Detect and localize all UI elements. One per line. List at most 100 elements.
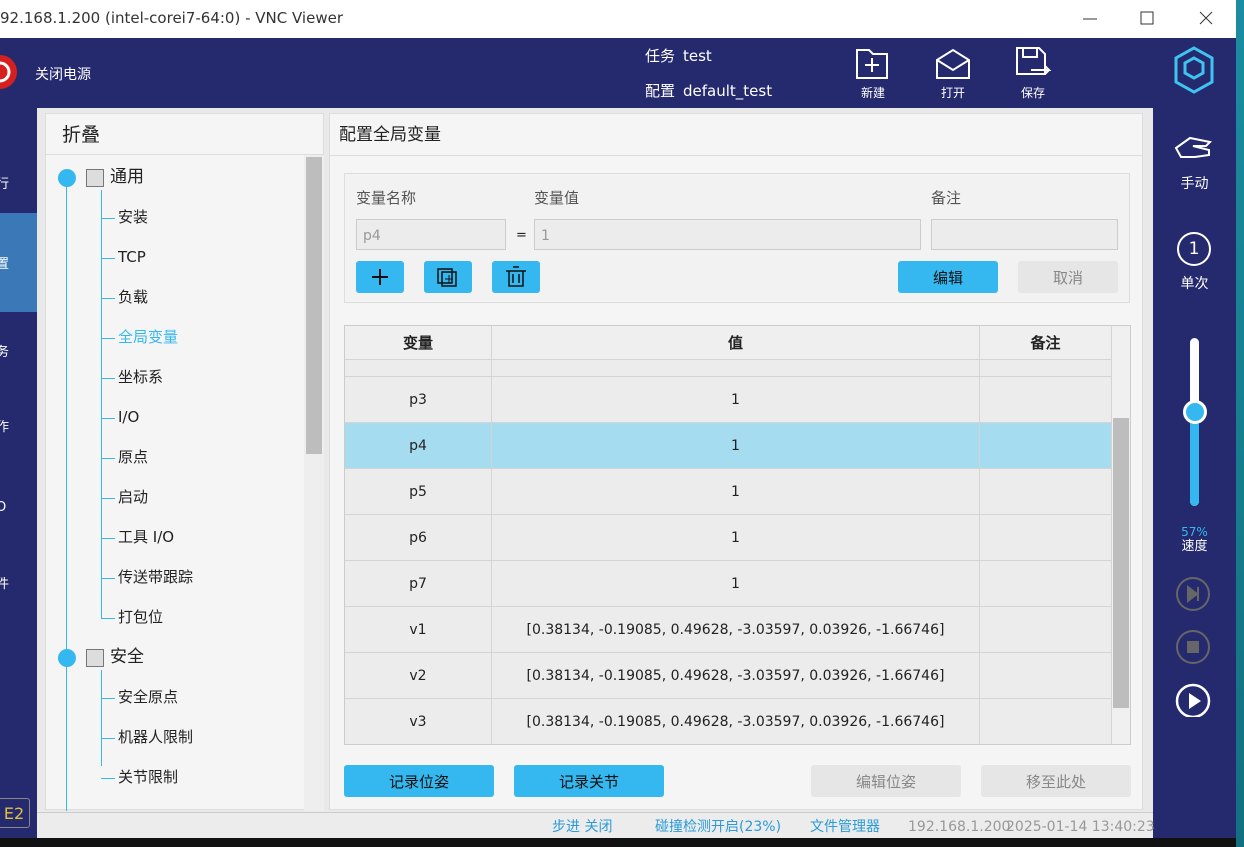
tree-item[interactable]: I/O	[118, 408, 140, 426]
tree-item[interactable]: 传送带跟踪	[118, 568, 194, 586]
tree-trunk	[66, 178, 67, 811]
tree-item[interactable]: 全局变量	[118, 328, 179, 346]
cell[interactable]: p3	[345, 377, 492, 423]
tree-item[interactable]: 关节限制	[118, 768, 179, 786]
config-value: default_test	[683, 82, 773, 100]
tree-header[interactable]: 折叠	[62, 124, 101, 146]
nav-badge: E2	[0, 798, 30, 828]
note-input[interactable]	[931, 219, 1118, 250]
cell[interactable]: p6	[345, 515, 492, 561]
cell[interactable]	[980, 423, 1112, 469]
mode-label[interactable]: 手动	[1180, 176, 1209, 192]
column-header: 变量	[345, 326, 492, 360]
tree-branch	[101, 458, 115, 459]
slider-knob[interactable]	[1183, 400, 1207, 424]
cell[interactable]: 1	[492, 423, 980, 469]
cell[interactable]	[980, 653, 1112, 699]
nav-item[interactable]: 务	[0, 345, 10, 360]
tree-item[interactable]: 机器人限制	[118, 728, 194, 746]
cell[interactable]: 1	[492, 515, 980, 561]
toolbar-button[interactable]: 保存	[1020, 86, 1045, 100]
tree-item[interactable]: 安全原点	[118, 688, 179, 706]
nav-item[interactable]: 置	[0, 257, 10, 272]
left-nav: 行置务作 O 件 E2	[0, 108, 37, 838]
cell[interactable]: v1	[345, 607, 492, 653]
main-panel: 配置全局变量 变量名称 变量值 备注 p4 = 1 编辑 取消 变量值备注 p3 1…	[329, 113, 1143, 810]
cell[interactable]	[980, 699, 1112, 744]
cell[interactable]: 1	[492, 377, 980, 423]
tree-item[interactable]: TCP	[118, 248, 146, 266]
tree-scrollbar[interactable]	[304, 155, 324, 811]
divider	[330, 155, 1142, 156]
panel-title: 配置全局变量	[339, 125, 441, 145]
tree-stem	[101, 190, 102, 618]
cell[interactable]	[980, 469, 1112, 515]
speed-label: 速度	[1181, 539, 1208, 554]
cell	[345, 360, 492, 377]
cell[interactable]: v3	[345, 699, 492, 744]
edit-button[interactable]: 编辑	[898, 261, 998, 293]
tree-item[interactable]: 负载	[118, 288, 149, 306]
cell[interactable]	[980, 515, 1112, 561]
tree-item[interactable]: 原点	[118, 448, 149, 466]
value-input[interactable]: 1	[534, 219, 921, 250]
tree-branch	[101, 498, 115, 499]
toolbar-button[interactable]: 打开	[940, 86, 965, 100]
nav-item[interactable]: 行	[0, 177, 10, 192]
status-step[interactable]: 步进 关闭	[552, 819, 613, 835]
table-scrollbar[interactable]	[1112, 326, 1130, 744]
name-input[interactable]: p4	[356, 219, 506, 250]
cell[interactable]	[980, 561, 1112, 607]
tree-toggle[interactable]	[58, 649, 76, 667]
cell[interactable]: p7	[345, 561, 492, 607]
title-bar: 92.168.1.200 (intel-corei7-64:0) - VNC V…	[0, 0, 1244, 38]
power-label[interactable]: 关闭电源	[35, 67, 91, 83]
action-button[interactable]: 记录关节	[514, 765, 664, 797]
action-button[interactable]: 编辑位姿	[811, 765, 961, 797]
task-label: 任务	[645, 47, 676, 65]
cell[interactable]: [0.38134, -0.19085, 0.49628, -3.03597, 0…	[492, 699, 980, 744]
status-collision[interactable]: 碰撞检测开启(23%)	[655, 819, 782, 835]
cell[interactable]	[980, 607, 1112, 653]
tree-branch	[101, 218, 115, 219]
status-files[interactable]: 文件管理器	[810, 819, 880, 835]
form: 变量名称 变量值 备注 p4 = 1 编辑 取消	[344, 173, 1130, 303]
equals: =	[516, 228, 527, 243]
cell[interactable]: [0.38134, -0.19085, 0.49628, -3.03597, 0…	[492, 653, 980, 699]
tree-item[interactable]: 启动	[118, 488, 149, 506]
form-tools[interactable]	[356, 261, 541, 294]
action-button[interactable]: 记录位姿	[344, 765, 494, 797]
window-controls[interactable]	[1070, 8, 1230, 30]
nav-selected	[0, 213, 37, 312]
cell[interactable]: v2	[345, 653, 492, 699]
toolbar-button[interactable]: 新建	[860, 86, 885, 100]
tree-toggle[interactable]	[58, 169, 76, 187]
nav-item[interactable]: 作	[0, 420, 10, 435]
tree-group[interactable]: 安全	[110, 647, 144, 667]
cell[interactable]: p4	[345, 423, 492, 469]
cancel-button[interactable]: 取消	[1018, 261, 1118, 293]
tree-item[interactable]: 工具 I/O	[118, 528, 175, 546]
tree-item[interactable]: 安装	[118, 208, 149, 226]
toolbar-icons	[856, 47, 1052, 79]
playback-buttons[interactable]	[1175, 577, 1215, 717]
cell[interactable]: p5	[345, 469, 492, 515]
tree-group[interactable]: 通用	[110, 167, 144, 187]
cycle-icon: 1	[1177, 232, 1211, 266]
action-button[interactable]: 移至此处	[981, 765, 1131, 797]
nav-item[interactable]: 件	[0, 577, 10, 592]
status-bar: 步进 关闭 碰撞检测开启(23%) 文件管理器 192.168.1.200 20…	[37, 812, 1155, 838]
cell[interactable]: 1	[492, 561, 980, 607]
tree-item[interactable]: 坐标系	[118, 368, 164, 386]
cell[interactable]: [0.38134, -0.19085, 0.49628, -3.03597, 0…	[492, 607, 980, 653]
tree-branch	[101, 338, 115, 339]
tree-item[interactable]: 打包位	[118, 608, 164, 626]
cell[interactable]: 1	[492, 469, 980, 515]
config-label: 配置	[645, 82, 676, 100]
power-icon[interactable]	[0, 50, 20, 94]
tree-branch	[101, 298, 115, 299]
nav-item[interactable]: O	[0, 500, 7, 515]
cycle-label[interactable]: 单次	[1180, 276, 1209, 292]
cell[interactable]	[980, 377, 1112, 423]
